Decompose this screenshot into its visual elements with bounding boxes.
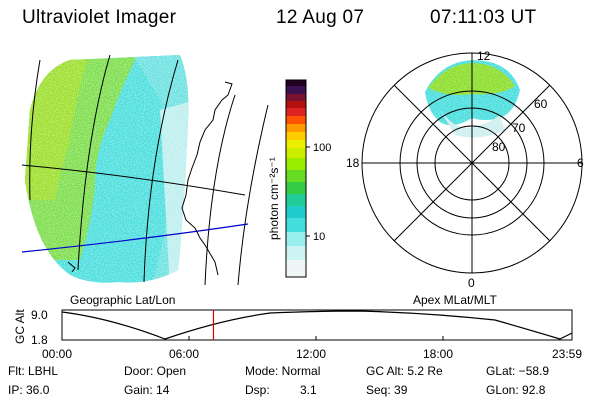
altitude-axis-title: GC Alt bbox=[13, 309, 27, 344]
time-tick-1800: 18:00 bbox=[423, 347, 454, 361]
time-tick-0600: 06:00 bbox=[169, 347, 200, 361]
mlat-label-70: 70 bbox=[512, 121, 526, 135]
door-status: Door: Open bbox=[124, 364, 187, 378]
mlat-label-60: 60 bbox=[534, 97, 548, 111]
dsp-label: Dsp: bbox=[245, 383, 270, 397]
time-tick-0000: 00:00 bbox=[42, 347, 73, 361]
altitude-track-plot: GC Alt 9.0 1.8 bbox=[13, 308, 573, 347]
mlt-label-6: 6 bbox=[577, 156, 584, 170]
date-label: 12 Aug 07 bbox=[276, 7, 365, 28]
colorbar-unit-label: photon cm⁻²s⁻¹ bbox=[267, 157, 281, 240]
altitude-curve bbox=[61, 310, 573, 340]
app-title: Ultraviolet Imager bbox=[22, 7, 177, 28]
time-tick-2359: 23:59 bbox=[552, 347, 583, 361]
seq-status: Seq: 39 bbox=[366, 383, 408, 397]
mlat-label-80: 80 bbox=[492, 140, 506, 154]
mlt-label-0: 0 bbox=[468, 276, 475, 290]
colorbar-tick-10: 10 bbox=[313, 231, 325, 243]
filter-status: Flt: LBHL bbox=[8, 364, 59, 378]
colorbar: 100 10 photon cm⁻²s⁻¹ bbox=[267, 79, 331, 278]
aurora-image-geo bbox=[25, 55, 189, 283]
polar-mlt-panel: 12 18 6 0 60 70 80 bbox=[346, 49, 584, 290]
mlt-label-18: 18 bbox=[346, 156, 360, 170]
time-tick-1200: 12:00 bbox=[296, 347, 327, 361]
mlt-label-12: 12 bbox=[477, 49, 491, 63]
gc-alt-status: GC Alt: 5.2 Re bbox=[366, 364, 443, 378]
latitude-line bbox=[21, 223, 249, 253]
dsp-value: 3.1 bbox=[300, 383, 317, 397]
mode-status: Mode: Normal bbox=[245, 364, 321, 378]
alt-tick-9: 9.0 bbox=[31, 308, 48, 322]
glat-status: GLat: −58.9 bbox=[486, 364, 550, 378]
time-label: 07:11:03 UT bbox=[430, 7, 537, 28]
ip-status: IP: 36.0 bbox=[8, 383, 50, 397]
colorbar-tick-100: 100 bbox=[313, 142, 331, 154]
geographic-map-panel bbox=[21, 54, 269, 286]
geo-panel-caption: Geographic Lat/Lon bbox=[70, 293, 176, 307]
glon-status: GLon: 92.8 bbox=[486, 383, 546, 397]
gain-status: Gain: 14 bbox=[124, 383, 170, 397]
coastline bbox=[181, 81, 233, 276]
polar-panel-caption: Apex MLat/MLT bbox=[413, 293, 497, 307]
alt-tick-1-8: 1.8 bbox=[31, 333, 48, 347]
